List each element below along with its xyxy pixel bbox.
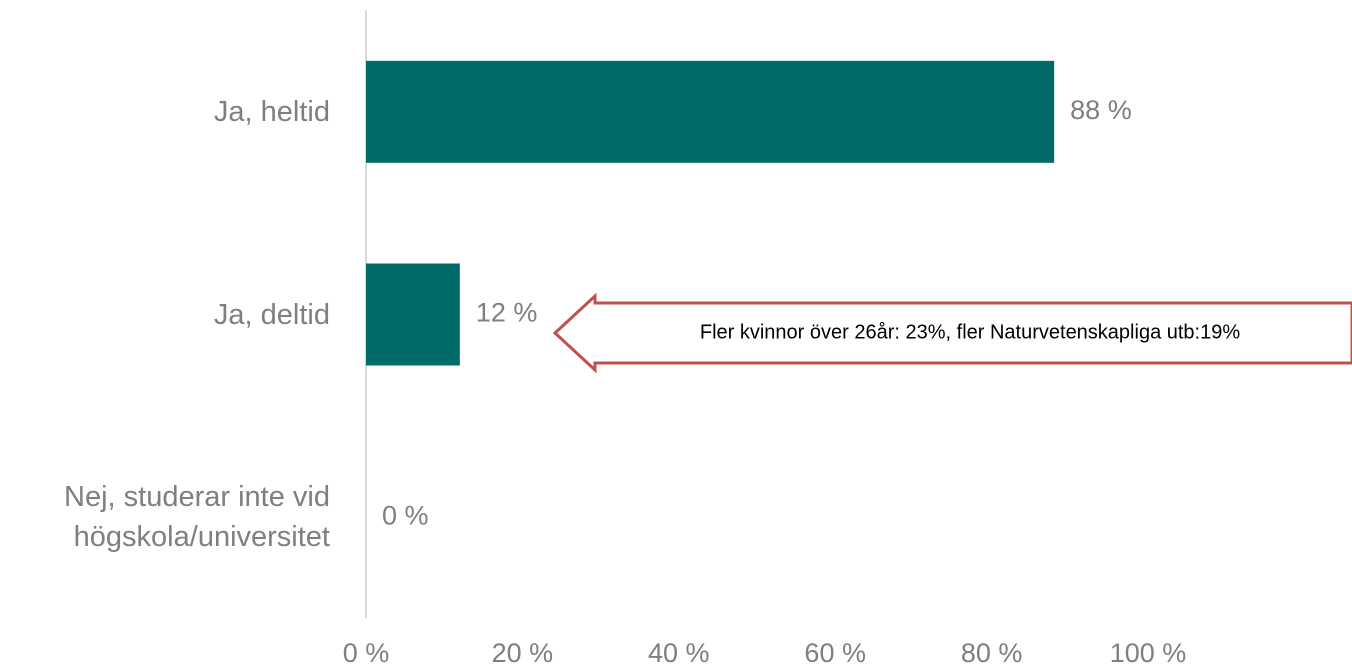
annotation-arrow: [552, 292, 1352, 374]
bar: [366, 263, 460, 366]
x-tick-label: 60 %: [804, 638, 866, 668]
y-tick-label: Ja, heltid: [213, 95, 330, 128]
x-tick-label: 100 %: [1110, 638, 1187, 668]
x-tick-label: 20 %: [492, 638, 554, 668]
x-tick-label: 80 %: [961, 638, 1023, 668]
value-label: 88 %: [1070, 95, 1132, 125]
y-tick-label: Nej, studerar inte vid högskola/universi…: [64, 481, 330, 554]
x-tick-label: 40 %: [648, 638, 710, 668]
x-tick-label: 0 %: [343, 638, 390, 668]
bar: [366, 60, 1055, 163]
y-tick-label: Ja, deltid: [213, 298, 330, 331]
annotation: Fler kvinnor över 26år: 23%, fler Naturv…: [700, 321, 1240, 343]
value-label: 0 %: [382, 500, 429, 530]
value-label: 12 %: [476, 298, 538, 328]
